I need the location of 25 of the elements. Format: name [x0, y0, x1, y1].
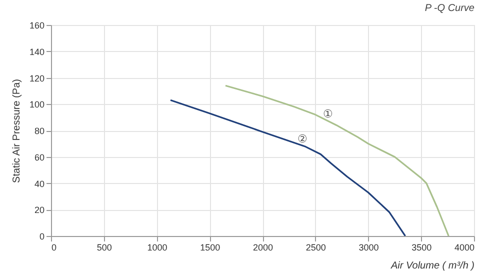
x-axis-title: Air Volume ( m³/h )	[390, 260, 474, 272]
line-series	[170, 99, 406, 236]
x-tick-label: 1500	[200, 242, 220, 252]
y-tick-label: 20	[34, 205, 44, 216]
chart-title: P -Q Curve	[424, 3, 475, 14]
y-tick-label: 0	[39, 232, 44, 242]
annotation: ①	[323, 108, 334, 121]
x-tick-label: 0	[52, 242, 57, 252]
x-tick-label: 3500	[412, 242, 432, 252]
annotation: ②	[298, 134, 308, 146]
y-tick-label: 40	[34, 178, 44, 189]
y-tick-label: 140	[29, 46, 44, 57]
x-tick-label: 4000	[454, 242, 474, 252]
x-tick-label: 2500	[306, 242, 326, 252]
x-tick-label: 500	[96, 242, 112, 252]
x-tick-label: 2000	[252, 242, 274, 252]
y-tick-label: 160	[29, 20, 44, 30]
line-series	[224, 84, 450, 236]
y-tick-label: 120	[29, 73, 44, 84]
y-tick-label: 60	[34, 152, 44, 162]
x-tick-label: 1000	[147, 242, 168, 252]
y-tick-label: 80	[34, 126, 44, 136]
y-axis-title: Static Air Pressure (Pa)	[11, 79, 22, 183]
x-tick-label: 3000	[358, 242, 379, 252]
y-tick-label: 100	[29, 100, 44, 110]
